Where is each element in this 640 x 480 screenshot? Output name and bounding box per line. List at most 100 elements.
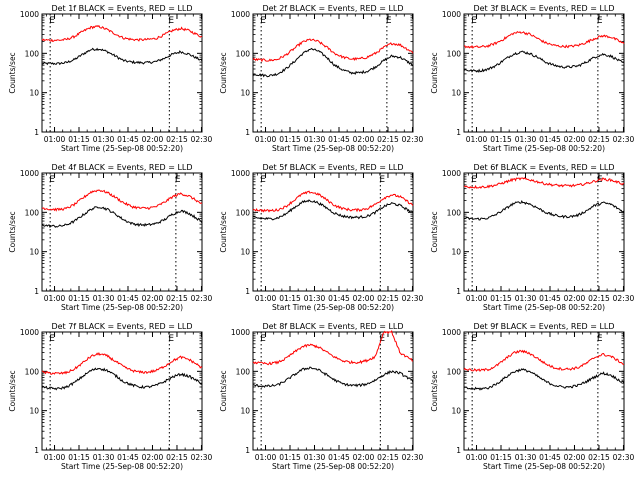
event-marker-label: E (49, 175, 55, 185)
series-line-events (463, 199, 625, 221)
x-tick-label: 02:15 (588, 135, 610, 144)
y-tick-label: 100 (25, 367, 40, 376)
panel-title: Det 2f BLACK = Events, RED = LLD (262, 4, 403, 13)
y-tick-label: 100 (25, 49, 40, 58)
plot-frame (252, 172, 414, 292)
panel-det-8: Det 8f BLACK = Events, RED = LLD 1 10 100 10… (219, 322, 423, 471)
x-axis-label: Start Time (25-Sep-08 00:52:20) (483, 303, 605, 312)
x-axis-label: Start Time (25-Sep-08 00:52:20) (483, 144, 605, 153)
y-tick-label: 100 (236, 208, 251, 217)
y-tick-label: 10 (29, 248, 39, 257)
y-tick-label: 1 (34, 128, 39, 137)
y-tick-label: 1 (456, 287, 461, 296)
y-tick-label: 1 (34, 446, 39, 455)
event-marker-label: E (471, 334, 477, 344)
event-marker-label: E (471, 175, 477, 185)
y-axis-label: Counts/sec (430, 370, 439, 411)
y-tick-label: 1 (34, 287, 39, 296)
x-tick-label: 01:15 (490, 135, 512, 144)
panel-title: Det 8f BLACK = Events, RED = LLD (262, 322, 403, 331)
panel-title: Det 3f BLACK = Events, RED = LLD (473, 4, 614, 13)
event-marker-label: E (260, 16, 266, 26)
plot-frame (463, 331, 625, 451)
x-tick-label: 01:15 (68, 453, 90, 462)
plot-frame (41, 331, 203, 451)
x-tick-label: 02:00 (142, 453, 164, 462)
x-tick-label: 02:00 (564, 294, 586, 303)
x-tick-label: 01:00 (44, 135, 66, 144)
y-axis-label: Counts/sec (8, 211, 17, 252)
x-tick-label: 02:15 (588, 453, 610, 462)
x-tick-label: 01:30 (304, 453, 326, 462)
y-tick-label: 10 (240, 248, 250, 257)
series-line-lld (252, 190, 414, 213)
x-tick-label: 01:15 (68, 294, 90, 303)
plot-frame (463, 13, 625, 133)
x-tick-label: 01:30 (515, 135, 537, 144)
x-tick-label: 02:00 (142, 294, 164, 303)
plot-frame (463, 172, 625, 292)
y-axis-label: Counts/sec (430, 52, 439, 93)
series-line-lld (41, 24, 203, 42)
series-line-events (41, 367, 203, 391)
y-tick-label: 1000 (20, 10, 39, 19)
panel-det-7: Det 7f BLACK = Events, RED = LLD 1 10 100 10… (8, 322, 212, 471)
x-tick-label: 01:45 (539, 135, 561, 144)
y-tick-label: 100 (447, 208, 462, 217)
x-tick-label: 01:30 (515, 453, 537, 462)
series-line-events (463, 368, 625, 391)
event-marker-label: E (168, 334, 174, 344)
series-line-lld (463, 31, 625, 49)
x-tick-label: 02:00 (353, 294, 375, 303)
x-tick-label: 01:45 (539, 453, 561, 462)
y-tick-label: 1000 (442, 328, 461, 337)
series-line-events (41, 206, 203, 229)
x-tick-label: 01:30 (515, 294, 537, 303)
y-tick-label: 10 (451, 248, 461, 257)
x-tick-label: 02:30 (402, 294, 424, 303)
x-tick-label: 02:00 (564, 453, 586, 462)
x-tick-label: 01:15 (279, 453, 301, 462)
x-tick-label: 01:45 (328, 135, 350, 144)
x-tick-label: 02:00 (564, 135, 586, 144)
x-tick-label: 01:00 (44, 453, 66, 462)
x-tick-label: 02:30 (402, 135, 424, 144)
x-tick-label: 01:45 (117, 453, 139, 462)
x-axis-label: Start Time (25-Sep-08 00:52:20) (272, 462, 394, 471)
panel-det-4: Det 4f BLACK = Events, RED = LLD 1 10 100 10… (8, 163, 212, 312)
x-tick-label: 01:00 (466, 294, 488, 303)
y-tick-label: 10 (29, 89, 39, 98)
panel-det-9: Det 9f BLACK = Events, RED = LLD 1 10 100 10… (430, 322, 634, 471)
panel-title: Det 9f BLACK = Events, RED = LLD (473, 322, 614, 331)
x-tick-label: 01:00 (255, 135, 277, 144)
panel-det-3: Det 3f BLACK = Events, RED = LLD 1 10 100 10… (430, 4, 634, 153)
y-tick-label: 100 (447, 49, 462, 58)
series-line-events (463, 50, 625, 73)
event-marker-label: E (386, 16, 392, 26)
y-tick-label: 1 (245, 446, 250, 455)
y-axis-label: Counts/sec (219, 211, 228, 252)
panel-det-1: Det 1f BLACK = Events, RED = LLD 1 10 100 10… (8, 4, 212, 153)
event-marker-label: E (260, 175, 266, 185)
y-axis-label: Counts/sec (8, 52, 17, 93)
x-tick-label: 01:00 (255, 294, 277, 303)
x-axis-label: Start Time (25-Sep-08 00:52:20) (272, 303, 394, 312)
event-marker-label: E (597, 16, 603, 26)
x-tick-label: 01:30 (304, 294, 326, 303)
x-tick-label: 02:30 (191, 294, 213, 303)
series-line-lld (252, 330, 414, 366)
y-tick-label: 1000 (442, 10, 461, 19)
y-axis-label: Counts/sec (8, 370, 17, 411)
x-tick-label: 02:30 (191, 453, 213, 462)
y-axis-label: Counts/sec (219, 370, 228, 411)
series-line-events (252, 47, 414, 78)
event-marker-label: E (168, 16, 174, 26)
panel-title: Det 1f BLACK = Events, RED = LLD (51, 4, 192, 13)
event-marker-label: E (379, 334, 385, 344)
plot-frame (41, 13, 203, 133)
series-line-lld (463, 349, 624, 372)
x-tick-label: 01:45 (117, 135, 139, 144)
x-tick-label: 02:15 (377, 135, 399, 144)
x-tick-label: 01:15 (490, 453, 512, 462)
y-tick-label: 1000 (231, 10, 250, 19)
